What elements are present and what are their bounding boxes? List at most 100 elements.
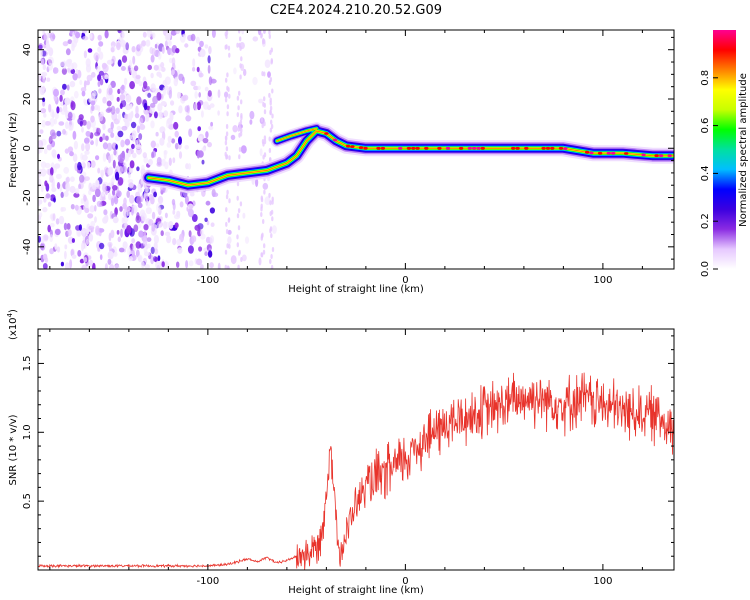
noise-speckle	[58, 215, 65, 225]
noise-speckle	[252, 36, 259, 42]
noise-speckle	[153, 234, 159, 244]
noise-speckle	[95, 155, 100, 161]
noise-speckle	[117, 59, 122, 67]
noise-speckle	[167, 135, 172, 143]
noise-speckle	[99, 136, 103, 143]
noise-speckle	[140, 261, 145, 269]
noise-speckle	[150, 246, 155, 255]
ridge-peak	[437, 146, 442, 150]
noise-speckle	[197, 85, 201, 91]
ridge-peak	[471, 146, 477, 150]
noise-speckle	[150, 140, 156, 148]
noise-speckle	[108, 155, 112, 164]
snr-xtick-label: -100	[197, 576, 220, 587]
noise-speckle	[40, 184, 44, 193]
noise-speckle	[258, 257, 262, 266]
noise-speckle	[69, 80, 76, 88]
noise-speckle	[224, 44, 227, 50]
noise-speckle	[193, 102, 198, 111]
noise-speckle	[110, 80, 116, 88]
noise-speckle	[225, 30, 229, 36]
noise-speckle	[42, 97, 46, 103]
noise-speckle	[58, 121, 65, 126]
noise-speckle	[151, 151, 155, 159]
noise-speckle	[205, 200, 211, 206]
noise-speckle	[269, 97, 272, 103]
noise-speckle	[169, 111, 172, 121]
ridge-peak	[511, 146, 516, 150]
noise-speckle	[236, 42, 239, 48]
noise-speckle	[92, 90, 97, 97]
noise-speckle	[243, 68, 247, 77]
noise-speckle	[74, 162, 78, 171]
noise-speckle	[119, 165, 123, 175]
noise-speckle	[92, 194, 96, 203]
noise-speckle	[99, 78, 104, 86]
noise-speckle	[164, 161, 169, 170]
noise-speckle	[207, 141, 212, 148]
noise-speckle	[151, 32, 156, 39]
snr-ticks: -100 0 100 0.5 1.0 1.5	[22, 329, 674, 587]
noise-speckle	[191, 214, 198, 222]
noise-speckle	[62, 41, 69, 47]
noise-speckle	[112, 142, 116, 149]
noise-speckle	[263, 121, 266, 127]
noise-speckle	[155, 260, 161, 269]
noise-speckle	[67, 146, 74, 153]
noise-speckle	[137, 255, 142, 262]
noise-speckle	[104, 214, 109, 222]
noise-speckle	[40, 235, 45, 244]
noise-speckle	[117, 30, 122, 34]
noise-speckle	[260, 252, 263, 258]
noise-speckle	[174, 222, 179, 229]
noise-speckle	[120, 66, 126, 71]
noise-speckle	[155, 131, 159, 137]
noise-speckle	[86, 161, 91, 169]
noise-speckle	[204, 86, 209, 92]
noise-speckle	[194, 91, 198, 99]
noise-speckle	[198, 92, 201, 98]
snr-scale-base: (x10	[8, 317, 19, 340]
noise-speckle	[136, 138, 141, 146]
noise-speckle	[210, 78, 217, 84]
noise-speckle	[83, 194, 87, 202]
noise-speckle	[177, 247, 183, 254]
noise-speckle	[143, 190, 149, 199]
noise-speckle	[115, 107, 120, 114]
noise-speckle	[79, 120, 83, 127]
noise-speckle	[46, 144, 52, 151]
noise-speckle	[88, 233, 94, 242]
noise-speckle	[156, 203, 161, 213]
noise-speckle	[225, 207, 228, 213]
noise-speckle	[47, 56, 54, 66]
noise-speckle	[71, 39, 77, 48]
noise-speckle	[97, 34, 102, 41]
noise-speckle	[164, 231, 171, 237]
ridge-peak	[541, 146, 546, 150]
spectrogram-panel: -100 0 100 -40 -20 0 20 40 Height of straight l…	[8, 29, 675, 295]
noise-speckle	[225, 77, 228, 83]
noise-speckle	[117, 130, 124, 138]
svg-text:(x104): (x104)	[6, 309, 19, 340]
noise-speckle	[238, 30, 241, 34]
noise-speckle	[62, 104, 68, 113]
noise-speckle	[49, 222, 55, 228]
noise-speckle	[95, 225, 100, 235]
noise-speckle	[239, 45, 242, 51]
snr-series-line	[38, 372, 674, 570]
noise-speckle	[97, 80, 101, 87]
noise-speckle	[157, 103, 163, 112]
noise-speckle	[95, 179, 100, 188]
ridge-peak	[606, 151, 611, 155]
noise-speckle	[207, 90, 212, 97]
noise-speckle	[116, 230, 120, 235]
noise-speckle	[204, 217, 208, 222]
noise-speckle	[44, 121, 51, 126]
noise-speckle	[114, 264, 120, 269]
noise-speckle	[64, 97, 71, 106]
noise-speckle	[270, 119, 273, 125]
noise-speckle	[198, 246, 203, 252]
noise-speckle	[119, 102, 123, 109]
noise-speckle	[85, 239, 90, 245]
noise-speckle	[77, 250, 82, 257]
